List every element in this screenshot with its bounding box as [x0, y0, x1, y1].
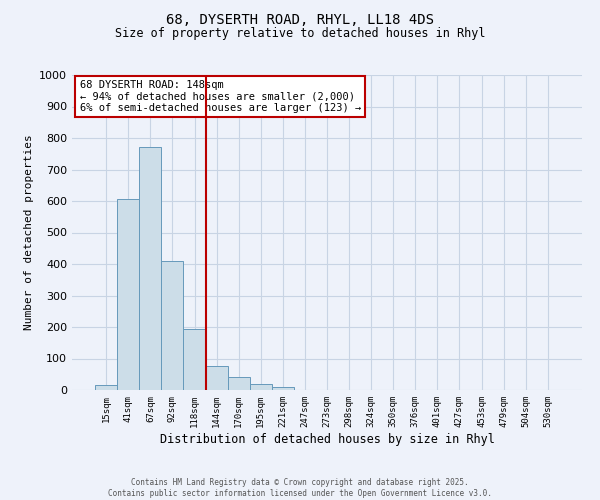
Bar [250, 384, 272, 390]
Bar [117, 200, 139, 390]
Bar [272, 387, 294, 390]
Bar [161, 261, 184, 390]
Text: 68 DYSERTH ROAD: 148sqm
← 94% of detached houses are smaller (2,000)
6% of semi-: 68 DYSERTH ROAD: 148sqm ← 94% of detache… [80, 80, 361, 113]
Bar [184, 328, 206, 390]
X-axis label: Distribution of detached houses by size in Rhyl: Distribution of detached houses by size … [160, 432, 494, 446]
Bar [95, 386, 117, 390]
Bar [206, 366, 227, 390]
Y-axis label: Number of detached properties: Number of detached properties [23, 134, 34, 330]
Text: Contains HM Land Registry data © Crown copyright and database right 2025.
Contai: Contains HM Land Registry data © Crown c… [108, 478, 492, 498]
Bar [139, 148, 161, 390]
Text: 68, DYSERTH ROAD, RHYL, LL18 4DS: 68, DYSERTH ROAD, RHYL, LL18 4DS [166, 12, 434, 26]
Text: Size of property relative to detached houses in Rhyl: Size of property relative to detached ho… [115, 28, 485, 40]
Bar [227, 378, 250, 390]
